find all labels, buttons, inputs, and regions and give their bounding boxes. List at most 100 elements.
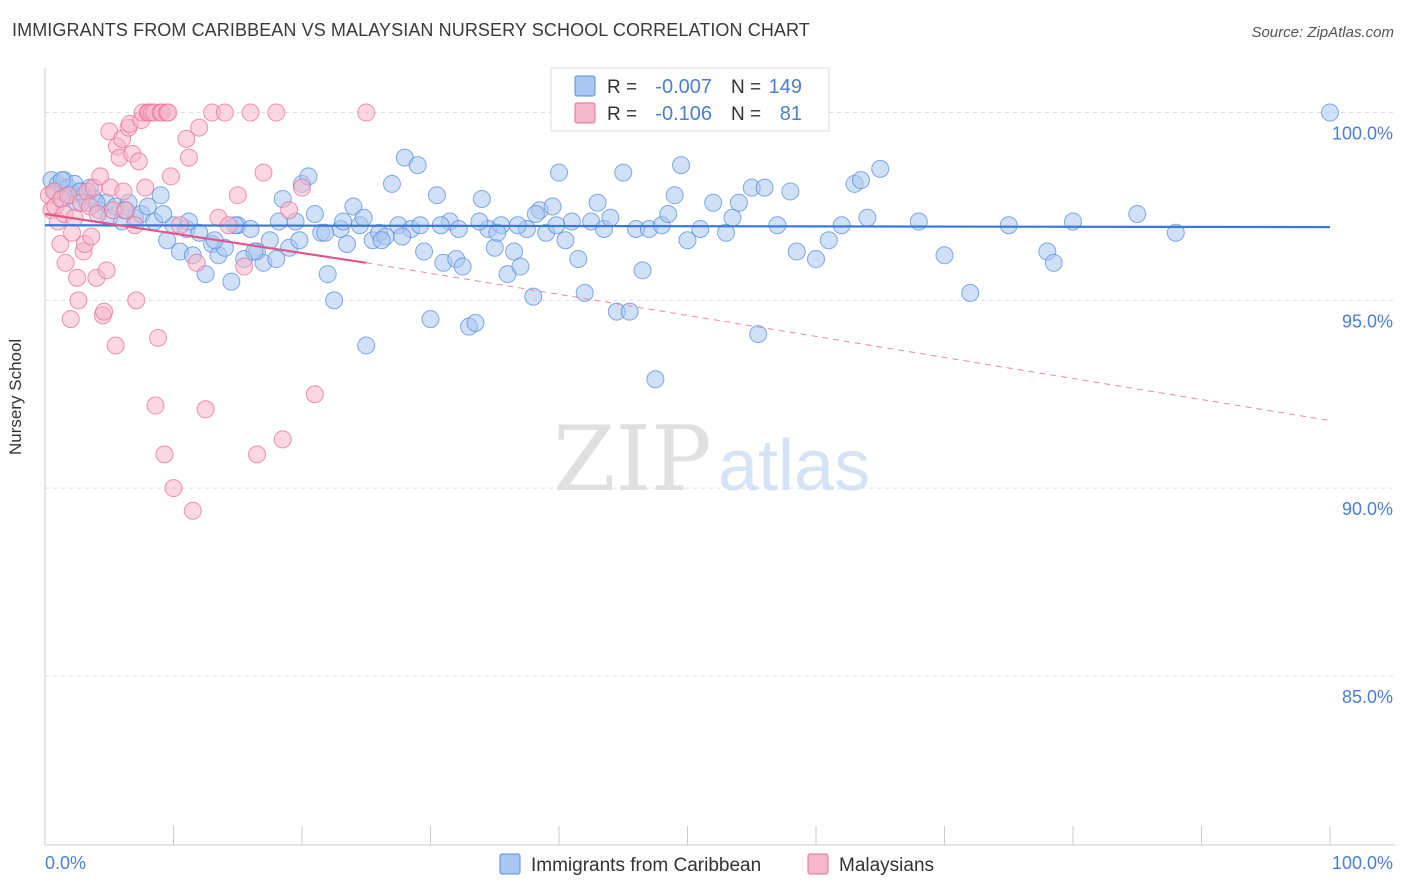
bottom-legend: Immigrants from Caribbean Malaysians <box>499 853 934 876</box>
malaysian-point-63 <box>187 253 206 272</box>
caribbean-point-114 <box>755 178 774 197</box>
chart-source: Source: ZipAtlas.com <box>1251 24 1394 41</box>
caribbean-point-124 <box>871 159 890 178</box>
legend-n-label-1: N = <box>731 104 761 125</box>
caribbean-point-103 <box>659 204 678 223</box>
watermark-atlas: atlas <box>718 426 870 506</box>
caribbean-point-118 <box>807 250 825 269</box>
y-tick-label-100: 100.0% <box>1332 124 1393 144</box>
trend-line-caribbean <box>44 224 1331 229</box>
caribbean-point-50 <box>318 265 337 284</box>
malaysian-point-31 <box>106 336 125 355</box>
bottom-legend-swatch-0 <box>499 853 521 875</box>
malaysian-point-36 <box>116 201 135 220</box>
caribbean-point-132 <box>1128 204 1147 223</box>
legend-n-value-0: 149 <box>769 76 802 98</box>
caribbean-point-110 <box>723 208 742 227</box>
caribbean-point-147 <box>334 212 353 231</box>
malaysian-point-57 <box>161 167 180 186</box>
malaysian-point-45 <box>136 178 155 197</box>
caribbean-point-94 <box>601 208 620 227</box>
legend-r-value-1: -0.106 <box>655 103 712 125</box>
legend-swatch-0 <box>574 75 596 97</box>
y-tick-label-95: 95.0% <box>1342 311 1393 331</box>
caribbean-point-145 <box>290 231 309 250</box>
malaysian-point-8 <box>56 253 75 272</box>
malaysian-point-76 <box>273 430 292 449</box>
malaysian-point-26 <box>95 302 114 321</box>
malaysian-point-51 <box>149 328 168 347</box>
malaysian-point-20 <box>82 227 101 246</box>
caribbean-point-120 <box>832 216 851 235</box>
caribbean-point-116 <box>781 182 800 201</box>
legend-r-value-0: -0.007 <box>655 76 712 98</box>
caribbean-point-65 <box>415 242 434 261</box>
caribbean-point-107 <box>691 220 710 238</box>
legend-r-label-0: R = <box>607 77 637 98</box>
caribbean-point-109 <box>717 223 736 242</box>
malaysian-point-78 <box>293 178 311 197</box>
caribbean-point-64 <box>408 156 427 175</box>
caribbean-point-96 <box>614 163 633 182</box>
caribbean-point-139 <box>154 204 173 223</box>
caribbean-point-111 <box>729 193 748 212</box>
caribbean-point-127 <box>961 283 980 302</box>
caribbean-point-119 <box>819 231 838 250</box>
caribbean-point-148 <box>354 208 373 227</box>
caribbean-point-54 <box>344 197 363 216</box>
caribbean-point-128 <box>999 216 1018 235</box>
caribbean-point-126 <box>935 246 954 265</box>
malaysian-point-65 <box>196 400 215 419</box>
x-tick-label-max: 100.0% <box>1332 853 1393 873</box>
caribbean-point-24 <box>151 186 170 205</box>
malaysian-point-70 <box>228 186 247 205</box>
caribbean-point-157 <box>526 204 545 223</box>
caribbean-point-87 <box>556 231 575 250</box>
caribbean-point-92 <box>588 193 607 212</box>
caribbean-point-56 <box>357 336 376 355</box>
legend-n-label-0: N = <box>731 77 761 98</box>
caribbean-point-149 <box>372 231 391 250</box>
malaysian-point-23 <box>88 204 107 223</box>
caribbean-point-122 <box>851 171 870 190</box>
caribbean-point-123 <box>858 208 877 227</box>
caribbean-point-22 <box>138 197 157 216</box>
legend-n-value-1: 81 <box>780 103 802 125</box>
caribbean-point-153 <box>449 220 468 238</box>
series-malaysians <box>39 103 376 520</box>
legend: R = -0.007 N = 149 R = -0.106 N = 81 <box>550 67 830 132</box>
caribbean-point-86 <box>550 163 568 182</box>
caribbean-point-82 <box>524 287 543 306</box>
caribbean-point-117 <box>787 242 806 261</box>
caribbean-point-51 <box>325 291 344 310</box>
caribbean-point-133 <box>1166 223 1185 242</box>
malaysian-point-54 <box>155 445 174 464</box>
caribbean-point-134 <box>1321 103 1339 122</box>
caribbean-point-60 <box>382 174 401 193</box>
malaysian-point-42 <box>129 152 148 171</box>
malaysian-point-77 <box>280 201 299 220</box>
caribbean-point-99 <box>633 261 652 280</box>
caribbean-point-85 <box>543 197 562 216</box>
trend-line-malaysian-solid <box>44 212 367 264</box>
malaysian-point-5 <box>51 235 70 254</box>
caribbean-point-101 <box>646 370 665 389</box>
caribbean-point-48 <box>305 204 324 223</box>
caribbean-point-88 <box>562 212 581 231</box>
caribbean-point-155 <box>488 223 507 242</box>
caribbean-point-66 <box>421 310 440 329</box>
caribbean-point-76 <box>485 238 504 257</box>
caribbean-point-80 <box>511 257 530 276</box>
malaysian-point-27 <box>97 261 116 280</box>
series-caribbean <box>42 103 1339 389</box>
malaysian-point-41 <box>127 291 146 310</box>
caribbean-point-108 <box>704 193 723 212</box>
caribbean-point-150 <box>393 227 412 246</box>
caribbean-point-154 <box>470 212 489 231</box>
caribbean-point-89 <box>569 250 588 269</box>
watermark-zip: ZIP <box>553 407 712 512</box>
caribbean-point-67 <box>427 186 446 205</box>
caribbean-point-42 <box>267 250 286 269</box>
x-tick-label-min: 0.0% <box>45 853 86 873</box>
